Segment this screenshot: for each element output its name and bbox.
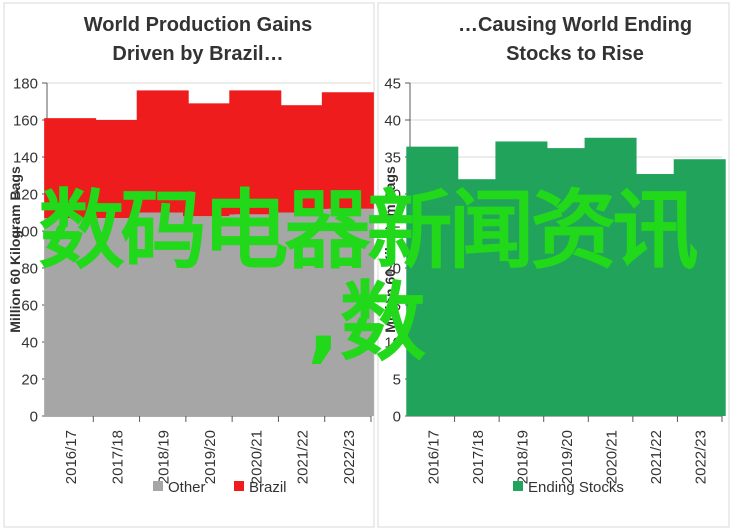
chart2-bar-ending-stocks <box>450 179 503 416</box>
chart1-bar-brazil <box>90 120 143 219</box>
chart2-bar-ending-stocks <box>629 174 682 416</box>
chart2-bar-ending-stocks <box>406 146 459 416</box>
chart1-legend-swatch <box>234 481 244 491</box>
chart1-y-tick-label: 100 <box>13 224 38 241</box>
chart2-title-line-2: Stocks to Rise <box>506 43 644 65</box>
chart1-y-tick-label: 160 <box>13 113 38 130</box>
chart1-bar-brazil <box>229 90 282 215</box>
chart1-bar-brazil <box>44 118 97 219</box>
chart1-y-tick-label: 0 <box>30 409 38 426</box>
chart1-title-line-1: World Production Gains <box>84 14 313 36</box>
chart1-y-axis-label: Million 60 Kilogram Bags <box>7 166 23 333</box>
chart2-x-tick-label: 2022/23 <box>693 430 710 484</box>
chart2-legend-label: Ending Stocks <box>528 479 624 496</box>
chart2-y-tick-label: 35 <box>384 150 401 167</box>
chart1-y-tick-label: 120 <box>13 187 38 204</box>
chart1-y-tick-label: 140 <box>13 150 38 167</box>
chart1-y-tick-label: 40 <box>21 335 38 352</box>
chart1-bar-other <box>44 218 97 416</box>
chart1-legend-swatch <box>153 481 163 491</box>
chart2-x-tick-label: 2018/19 <box>514 430 531 484</box>
chart1-legend-label: Other <box>168 479 206 496</box>
chart1-x-tick-label: 2019/20 <box>202 430 219 484</box>
chart1-bar-other <box>136 212 189 416</box>
chart2-y-tick-label: 0 <box>393 409 401 426</box>
chart2-bar-ending-stocks <box>540 148 592 416</box>
chart2-y-tick-label: 10 <box>384 335 401 352</box>
chart1-x-tick-label: 2018/19 <box>156 430 173 484</box>
chart1-bar-brazil <box>321 92 374 209</box>
chart1-legend-label: Brazil <box>249 479 287 496</box>
chart1-y-tick-label: 180 <box>13 76 38 93</box>
chart2-y-tick-label: 25 <box>384 224 401 241</box>
chart1-bar-other <box>229 214 282 416</box>
chart2-bar-ending-stocks <box>673 159 726 416</box>
chart1-x-tick-label: 2016/17 <box>63 430 80 484</box>
chart1-x-tick-label: 2020/21 <box>248 430 265 484</box>
chart2-bar-ending-stocks <box>495 141 548 416</box>
chart1-title-line-2: Driven by Brazil… <box>112 43 283 65</box>
chart2-x-tick-label: 2016/17 <box>425 430 442 484</box>
chart1-y-tick-label: 60 <box>21 298 38 315</box>
chart2-y-tick-label: 45 <box>384 76 401 93</box>
chart1-x-tick-label: 2021/22 <box>295 430 312 484</box>
chart1-x-tick-label: 2022/23 <box>341 430 358 484</box>
chart2-y-axis-label: Million 60 Kilogram Bags <box>382 166 398 333</box>
chart1-bar-brazil <box>183 103 235 217</box>
chart1-y-tick-label: 80 <box>21 261 38 278</box>
chart2-y-tick-label: 40 <box>384 113 401 130</box>
chart1-y-tick-label: 20 <box>21 372 38 389</box>
chart2-y-tick-label: 20 <box>384 261 401 278</box>
chart1-bar-other <box>183 216 235 416</box>
chart1-x-tick-label: 2017/18 <box>109 430 126 484</box>
chart2-legend-swatch <box>513 481 523 491</box>
chart1-bar-other <box>321 208 374 416</box>
chart1-bar-other <box>275 212 328 416</box>
chart2-x-tick-label: 2021/22 <box>648 430 665 484</box>
chart1-panel-border <box>3 2 375 528</box>
chart2-panel-border <box>377 2 730 528</box>
chart2-y-tick-label: 30 <box>384 187 401 204</box>
chart2-x-tick-label: 2017/18 <box>470 430 487 484</box>
chart2-y-tick-label: 15 <box>384 298 401 315</box>
chart2-x-tick-label: 2020/21 <box>604 430 621 484</box>
chart2-y-tick-label: 5 <box>393 372 401 389</box>
chart1-bar-other <box>90 218 143 416</box>
chart2-bar-ending-stocks <box>584 137 637 416</box>
chart2-title-line-1: …Causing World Ending <box>458 14 692 36</box>
chart1-bar-brazil <box>275 105 328 213</box>
chart1-bar-brazil <box>136 90 189 213</box>
chart2-x-tick-label: 2019/20 <box>559 430 576 484</box>
